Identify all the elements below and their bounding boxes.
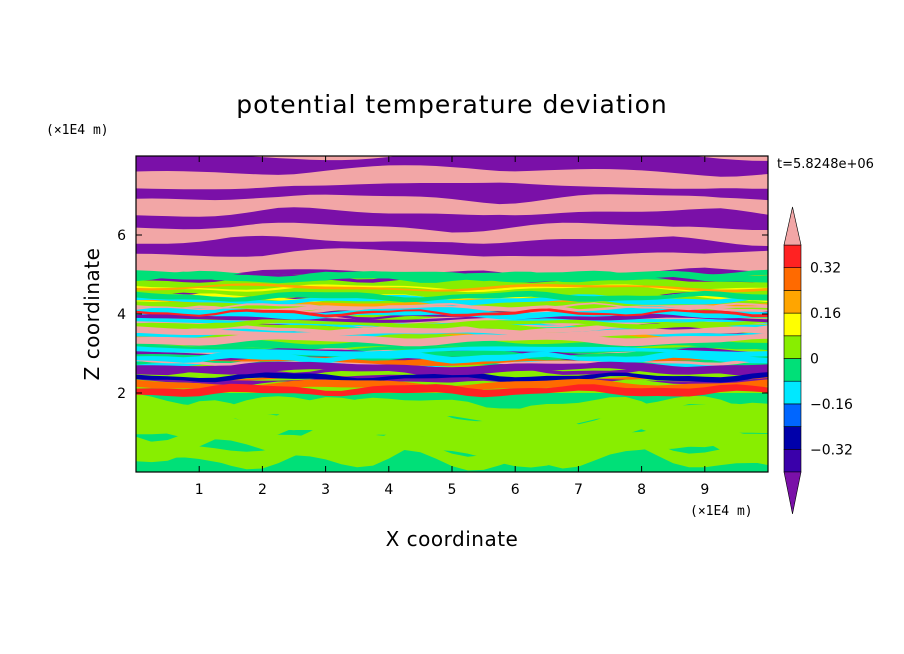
colorbar-tick-label: −0.32 [810, 442, 853, 458]
mixed-streak [136, 346, 768, 357]
chart-title: potential temperature deviation [236, 90, 667, 119]
mixed-streak [136, 333, 768, 347]
colorbar: 0.32 0.16 0 −0.16 −0.32 [783, 206, 853, 515]
y-tick-label: 4 [117, 307, 126, 323]
mixed-streak [136, 283, 768, 293]
mixed-streak [136, 306, 768, 320]
colorbar-segment [783, 290, 802, 314]
lower-blob [136, 393, 768, 431]
upper-band [136, 165, 768, 190]
mixed-streak [136, 308, 768, 318]
x-tick-label: 2 [258, 482, 267, 498]
x-tick-label: 6 [511, 482, 520, 498]
colorbar-segment [783, 426, 802, 450]
x-tick-label: 4 [384, 482, 393, 498]
y-ticks: 2 4 6 [117, 228, 768, 402]
mixed-streak [136, 290, 768, 303]
lower-blob [136, 429, 768, 468]
colorbar-segment [783, 244, 802, 269]
x-tick-label: 7 [574, 482, 583, 498]
x-tick-label: 1 [195, 482, 204, 498]
mixed-streak [136, 351, 768, 364]
y-unit-label: (×1E4 m) [46, 123, 109, 138]
x-axis-label: X coordinate [386, 527, 519, 551]
mixed-streak [136, 383, 768, 398]
upper-band [136, 222, 768, 246]
colorbar-over-arrow [783, 206, 802, 246]
lower-blob [136, 412, 768, 452]
colorbar-segment [783, 267, 802, 291]
upper-band [136, 194, 768, 217]
y-tick-label: 2 [117, 386, 126, 402]
colorbar-tick-label: 0.32 [810, 261, 841, 277]
plot-area [136, 156, 768, 472]
x-ticks: 1 2 3 4 5 6 7 8 9 [195, 156, 709, 498]
upper-band [136, 248, 768, 279]
colorbar-tick-label: 0.16 [810, 306, 841, 322]
y-tick-label: 6 [117, 228, 126, 244]
colorbar-tick-label: −0.16 [810, 397, 853, 413]
x-unit-label: (×1E4 m) [690, 504, 753, 519]
mixed-streak [136, 318, 768, 330]
y-axis-label: Z coordinate [80, 248, 104, 381]
x-tick-label: 8 [637, 482, 646, 498]
time-label: t=5.8248e+06 [777, 157, 874, 172]
mixed-streak [136, 302, 768, 311]
mixed-streak [136, 372, 768, 383]
mixed-streak [136, 270, 768, 283]
colorbar-tick-label: 0 [810, 352, 819, 368]
colorbar-segment [783, 403, 802, 427]
colorbar-segment [783, 335, 802, 359]
x-tick-label: 3 [321, 482, 330, 498]
colorbar-segment [783, 380, 802, 405]
mixed-streak [136, 361, 768, 376]
contour-bands [136, 156, 768, 472]
lower-blob [136, 422, 768, 462]
x-tick-label: 9 [700, 482, 709, 498]
x-tick-label: 5 [448, 482, 457, 498]
colorbar-segment [783, 448, 802, 473]
colorbar-under-arrow [783, 471, 802, 515]
colorbar-segment [783, 358, 802, 382]
mixed-streak [136, 378, 768, 392]
upper-band [242, 156, 768, 161]
colorbar-segment [783, 312, 802, 337]
